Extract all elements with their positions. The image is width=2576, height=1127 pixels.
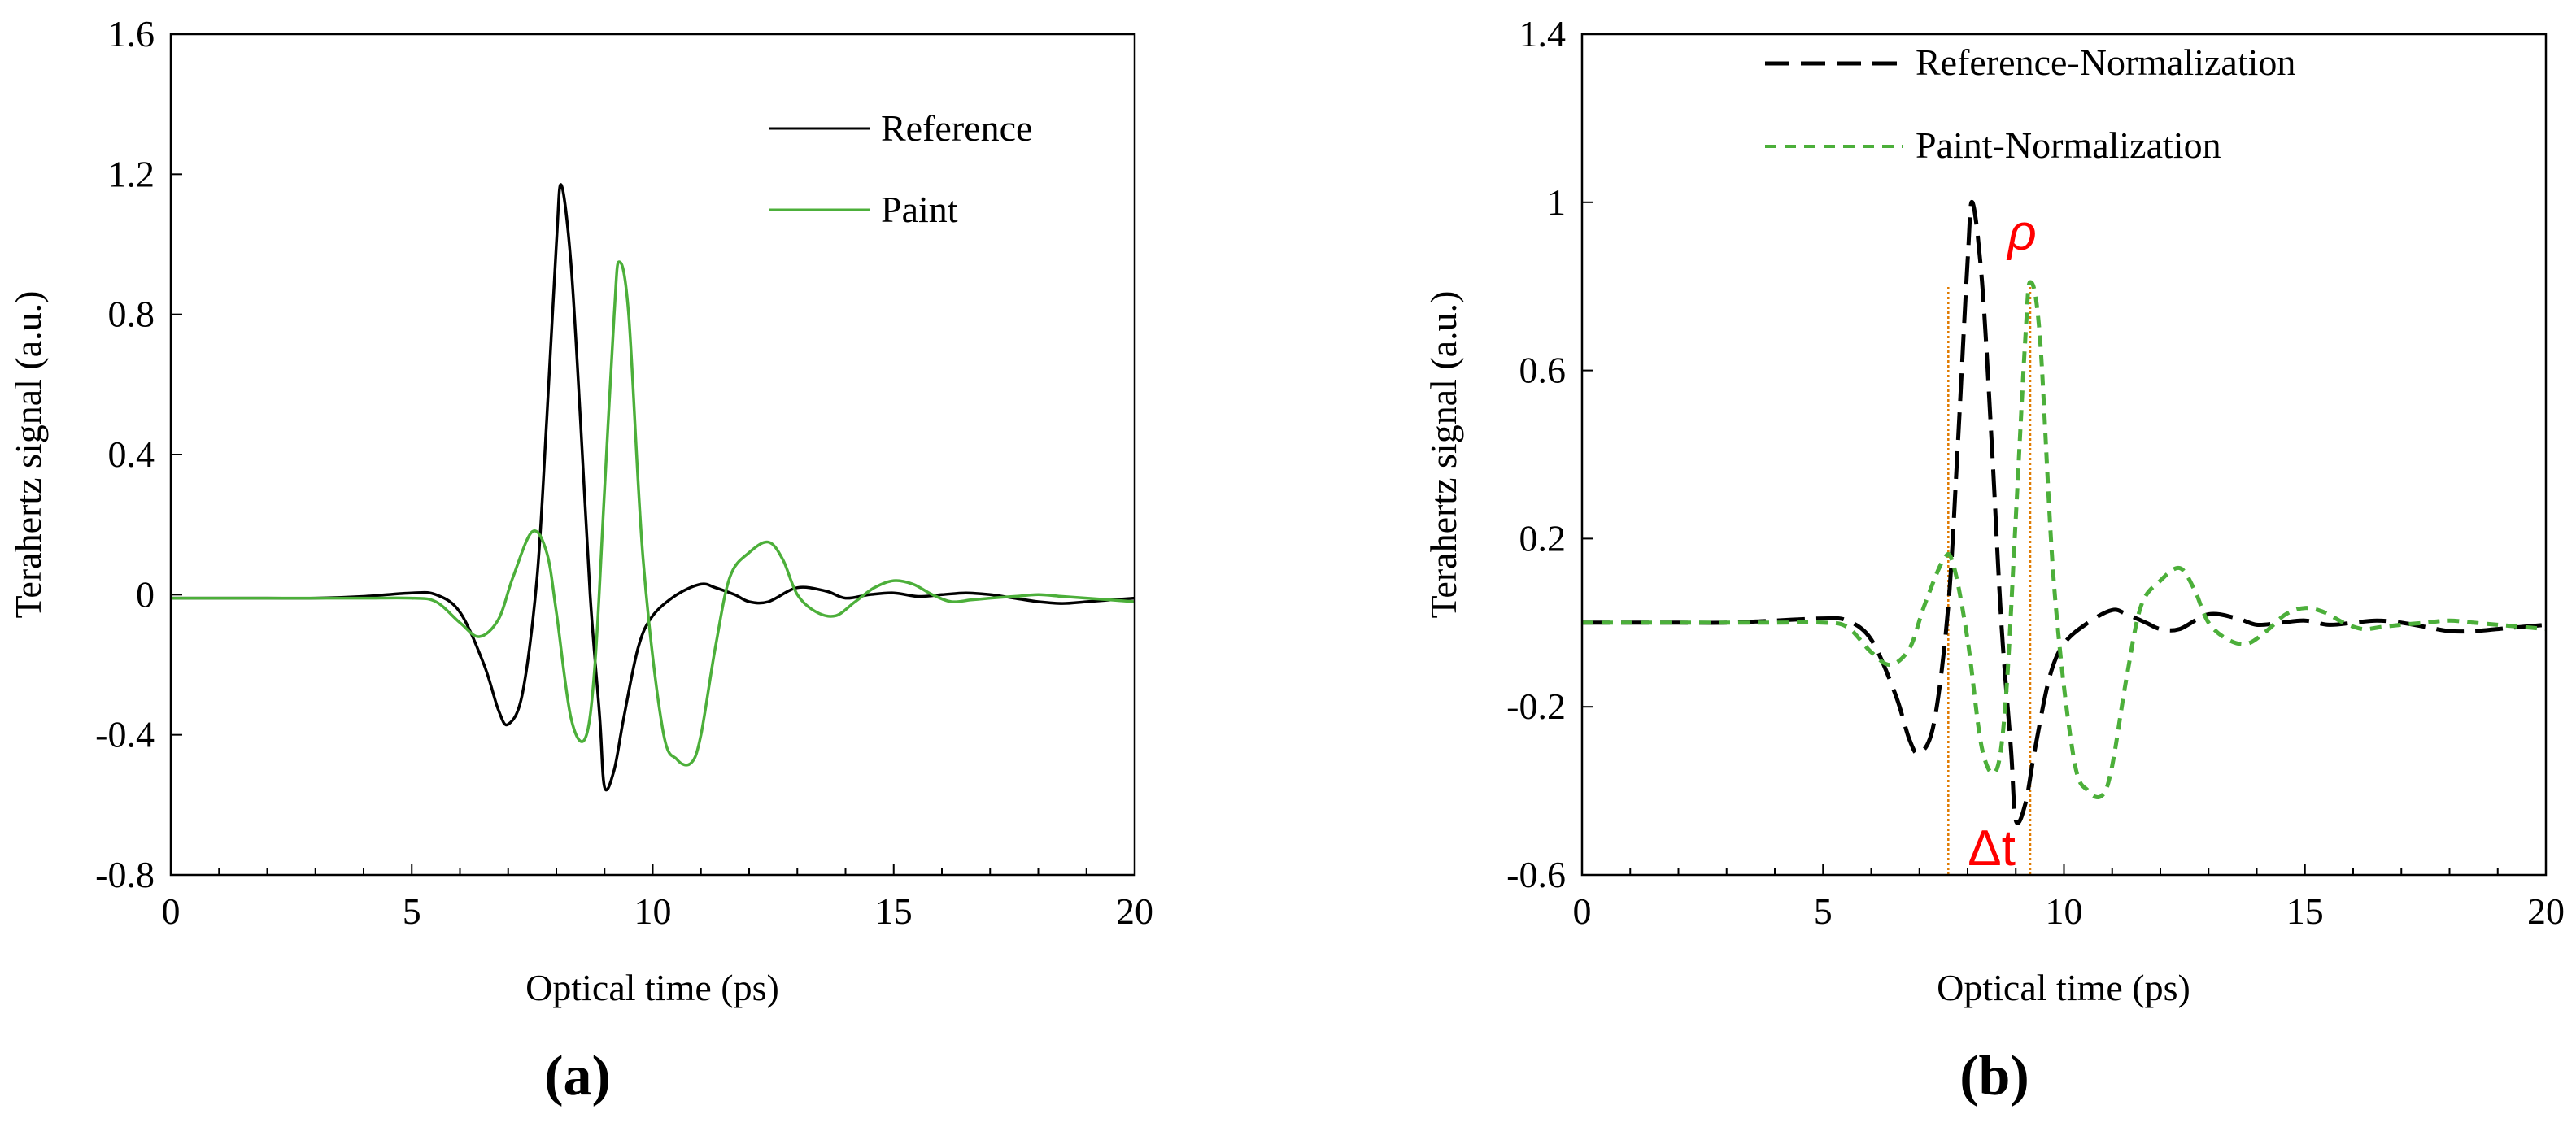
annotation-delta-t: Δt xyxy=(1968,820,2016,877)
panel-b-legend: Reference-Normalization Paint-Normalizat… xyxy=(1765,41,2295,166)
x-tick-label: 10 xyxy=(2046,890,2083,932)
y-tick-label: -0.8 xyxy=(95,854,155,895)
x-tick-label: 15 xyxy=(875,890,913,932)
x-tick-label: 5 xyxy=(403,890,421,932)
y-tick-label: 1.6 xyxy=(108,13,155,54)
panel-a-series-layer xyxy=(171,183,1135,792)
panel-b-y-axis-title: Terahertz signal (a.u.) xyxy=(1423,291,1464,619)
y-tick-label: 0.6 xyxy=(1519,350,1567,391)
y-tick-label: 0.8 xyxy=(108,294,155,335)
x-tick-label: 15 xyxy=(2286,890,2324,932)
x-tick-label: 10 xyxy=(634,890,672,932)
y-tick-label: 1 xyxy=(1547,181,1566,223)
x-tick-label: 5 xyxy=(1814,890,1833,932)
y-tick-label: 0.2 xyxy=(1519,517,1567,559)
x-tick-label: 0 xyxy=(162,890,181,932)
panel-b-x-axis-title: Optical time (ps) xyxy=(1937,967,2190,1008)
panel-a-chart: 0 5 10 15 20 -0.8 -0.4 0 0.4 0.8 1.2 1.6 Optical ti… xyxy=(7,13,1153,1107)
panel-b-chart: 0 5 10 15 20 -0.6 -0.2 0.2 0.6 1 1.4 Optical time … xyxy=(1423,13,2565,1107)
series-line-paint xyxy=(171,260,1135,767)
panel-a-axes: 0 5 10 15 20 -0.8 -0.4 0 0.4 0.8 1.2 1.6 xyxy=(95,13,1153,932)
panel-b-annotations: ρ Δt xyxy=(1968,205,2036,877)
panel-a-y-axis-title: Terahertz signal (a.u.) xyxy=(7,291,49,619)
annotation-rho: ρ xyxy=(2006,205,2037,261)
panel-a-label: (a) xyxy=(544,1045,611,1107)
series-line-paint-normalization xyxy=(1582,280,2547,799)
legend-label-paint-normalization: Paint-Normalization xyxy=(1916,124,2221,166)
y-tick-label: -0.2 xyxy=(1506,685,1566,727)
legend-label-reference: Reference xyxy=(881,107,1032,149)
panel-b-axes: 0 5 10 15 20 -0.6 -0.2 0.2 0.6 1 1.4 xyxy=(1506,13,2565,932)
y-tick-label: 1.4 xyxy=(1519,13,1567,54)
series-line-reference-normalization xyxy=(1582,199,2547,825)
y-tick-label: 1.2 xyxy=(108,153,155,194)
legend-label-reference-normalization: Reference-Normalization xyxy=(1916,41,2295,83)
x-tick-label: 0 xyxy=(1573,890,1592,932)
y-tick-label: 0.4 xyxy=(108,433,155,475)
y-tick-label: 0 xyxy=(136,573,155,615)
panel-b-label: (b) xyxy=(1959,1045,2029,1107)
panel-b-series-layer xyxy=(1582,199,2547,875)
y-tick-label: -0.4 xyxy=(95,714,155,755)
y-tick-label: -0.6 xyxy=(1506,854,1566,895)
legend-label-paint: Paint xyxy=(881,189,958,230)
x-tick-label: 20 xyxy=(1116,890,1153,932)
x-tick-label: 20 xyxy=(2527,890,2565,932)
panel-a-plot-frame xyxy=(169,33,1136,877)
series-line-reference xyxy=(171,183,1135,792)
panel-a-x-axis-title: Optical time (ps) xyxy=(525,967,779,1008)
panel-a-legend: Reference Paint xyxy=(769,107,1032,230)
